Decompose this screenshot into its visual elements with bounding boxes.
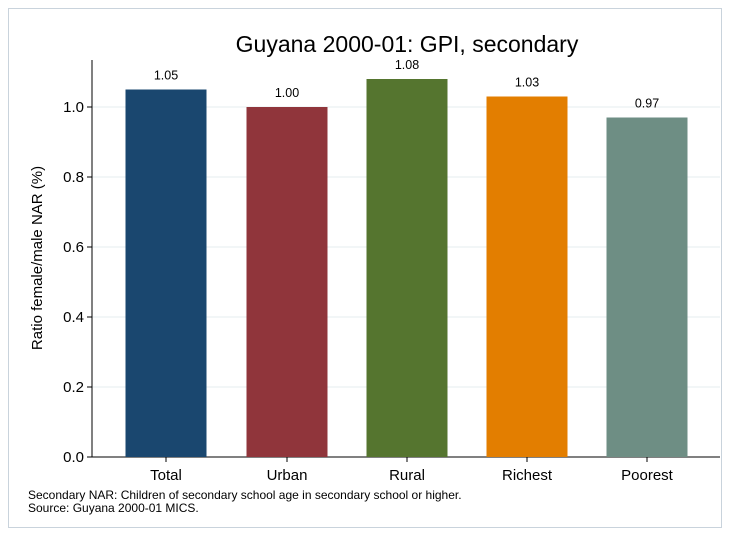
x-tick-label: Urban	[267, 467, 308, 484]
data-label: 1.08	[395, 58, 419, 72]
y-tick-label: 0.2	[63, 379, 84, 396]
bar-richest	[486, 96, 568, 457]
x-tick-label: Rural	[389, 467, 425, 484]
y-tick-label: 0.4	[63, 309, 84, 326]
y-tick-label: 0.6	[63, 239, 84, 256]
y-tick-label: 0.8	[63, 169, 84, 186]
bar-rural	[366, 79, 448, 457]
bar-poorest	[606, 117, 688, 457]
y-tick-label: 0.0	[63, 449, 84, 466]
bar-urban	[246, 107, 328, 457]
chart-note: Secondary NAR: Children of secondary sch…	[28, 488, 462, 502]
y-axis-label: Ratio female/male NAR (%)	[29, 166, 46, 350]
x-tick-label: Poorest	[621, 467, 674, 484]
data-label: 1.05	[154, 69, 178, 83]
x-tick-label: Richest	[502, 467, 553, 484]
data-label: 0.97	[635, 97, 659, 111]
data-label: 1.00	[275, 86, 299, 100]
bar-total	[125, 89, 207, 457]
x-tick-label: Total	[150, 467, 182, 484]
chart-source: Source: Guyana 2000-01 MICS.	[28, 501, 199, 515]
data-label: 1.03	[515, 76, 539, 90]
y-tick-label: 1.0	[63, 99, 84, 116]
chart-title: Guyana 2000-01: GPI, secondary	[236, 31, 579, 57]
